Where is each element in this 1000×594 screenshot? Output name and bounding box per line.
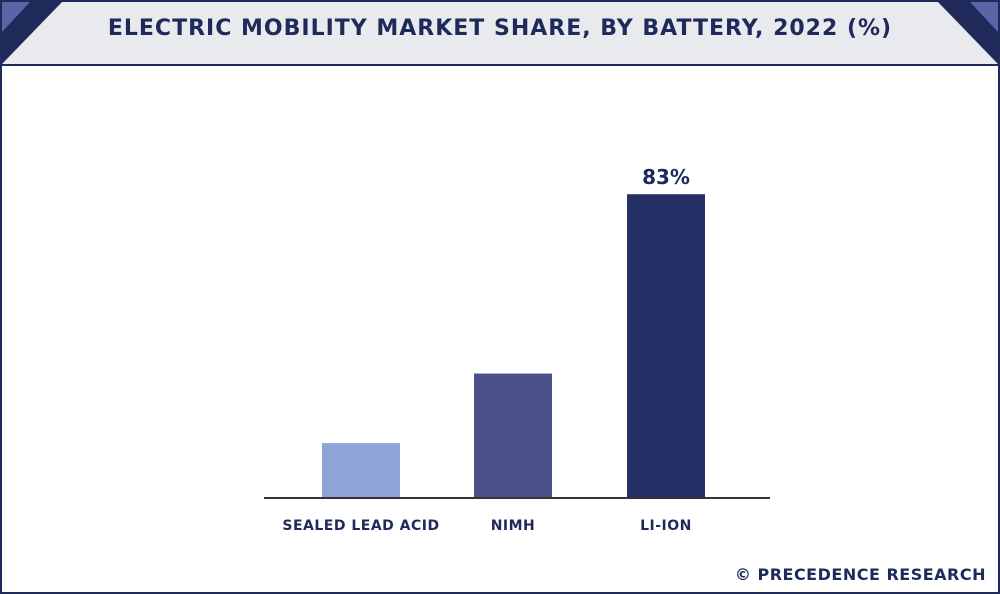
header-right-corner-decoration: [938, 2, 998, 64]
watermark: © PRECEDENCE RESEARCH: [734, 565, 986, 584]
chart-title: ELECTRIC MOBILITY MARKET SHARE, BY BATTE…: [107, 16, 893, 41]
x-tick-label: SEALED LEAD ACID: [282, 518, 439, 534]
bar-sealed-lead-acid: [322, 443, 400, 498]
chart-header: ELECTRIC MOBILITY MARKET SHARE, BY BATTE…: [2, 2, 998, 66]
bar-li-ion: [627, 194, 705, 498]
x-tick-label: NIMH: [491, 518, 536, 534]
x-tick-label: LI-ION: [640, 518, 692, 534]
data-label: 83%: [642, 165, 690, 189]
bar-nimh: [474, 373, 552, 498]
header-left-corner-decoration: [2, 2, 62, 64]
